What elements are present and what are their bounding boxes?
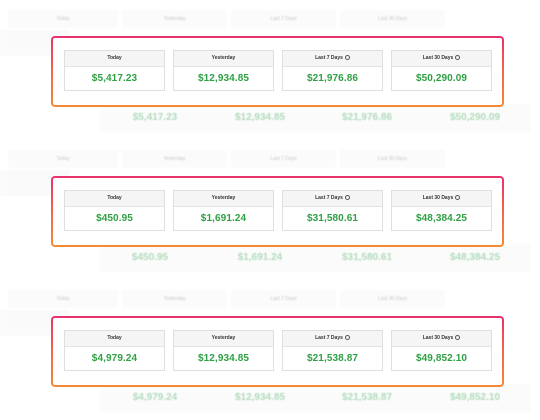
stat-card-label: Today [107,195,122,201]
stat-card-value: $1,691.24 [200,213,247,224]
stats-section-2: Today Yesterday Last 7 Days Last 30 Days… [0,140,540,280]
ghost-header-yesterday: Yesterday [122,290,227,308]
ghost-header-yesterday: Yesterday [122,150,227,168]
ghost-header-last7: Last 7 Days [231,290,336,308]
stat-card-header: Last 7 Days [283,331,382,347]
stat-card-header: Yesterday [174,51,273,67]
info-circle-icon[interactable] [344,334,350,340]
stat-card-label: Last 7 Days [315,335,343,341]
ghost-header-last30: Last 30 Days [340,150,445,168]
stats-highlight-frame: Today $4,979.24 Yesterday $12,934.85 Las… [51,316,504,387]
stat-card-last7: Last 7 Days $21,976.86 [282,50,383,91]
ghost-value-today: $5,417.23 [132,112,178,123]
ghost-header-last7: Last 7 Days [231,150,336,168]
stat-card-value: $21,976.86 [306,73,359,84]
stat-card-label: Last 30 Days [422,195,454,201]
info-circle-icon[interactable] [344,194,350,200]
ghost-value-last30: $49,852.10 [449,392,501,403]
stat-card-label: Yesterday [211,55,236,61]
stat-card-header: Last 30 Days [392,191,491,207]
info-circle-icon[interactable] [344,54,350,60]
stat-card-header: Last 30 Days [392,331,491,347]
ghost-band [100,104,530,132]
stat-card-last7: Last 7 Days $31,580.61 [282,190,383,231]
ghost-value-last7: $21,976.86 [341,112,393,123]
ghost-header-last30: Last 30 Days [340,290,445,308]
stat-card-value: $48,384.25 [415,213,468,224]
info-circle-icon[interactable] [455,334,461,340]
background-ghost-layer: Today Yesterday Last 7 Days Last 30 Days… [0,0,540,140]
stat-card-value: $450.95 [96,213,133,224]
ghost-header-today: Today [8,290,118,308]
ghost-value-last30: $50,290.09 [449,112,501,123]
stat-card-value: $12,934.85 [197,353,250,364]
stat-card-label: Last 30 Days [422,55,454,61]
stat-card-label: Today [107,335,122,341]
stat-card-value: $49,852.10 [415,353,468,364]
stat-card-last30: Last 30 Days $49,852.10 [391,330,492,371]
stats-highlight-frame: Today $5,417.23 Yesterday $12,934.85 Las… [51,36,504,107]
stat-card-header: Last 7 Days [283,191,382,207]
ghost-band [100,384,530,412]
stats-section-3: Today Yesterday Last 7 Days Last 30 Days… [0,280,540,420]
stat-card-header: Today [65,331,164,347]
stats-section-1: Today Yesterday Last 7 Days Last 30 Days… [0,0,540,140]
stat-card-header: Yesterday [174,331,273,347]
stat-card-last7: Last 7 Days $21,538.87 [282,330,383,371]
ghost-value-last30: $48,384.25 [449,252,501,263]
ghost-value-yesterday: $12,934.85 [234,112,286,123]
ghost-value-today: $4,979.24 [132,392,178,403]
ghost-band [100,244,530,272]
stat-card-today: Today $5,417.23 [64,50,165,91]
ghost-header-last7: Last 7 Days [231,10,336,28]
stats-highlight-frame: Today $450.95 Yesterday $1,691.24 Last 7… [51,176,504,247]
stat-card-label: Last 30 Days [422,335,454,341]
ghost-value-last7: $31,580.61 [341,252,393,263]
ghost-value-yesterday: $12,934.85 [234,392,286,403]
stat-card-today: Today $4,979.24 [64,330,165,371]
stat-card-value: $5,417.23 [91,73,138,84]
stat-card-value: $21,538.87 [306,353,359,364]
ghost-value-today: $450.95 [131,252,169,263]
stat-card-value: $4,979.24 [91,353,138,364]
ghost-header-yesterday: Yesterday [122,10,227,28]
ghost-header-last30: Last 30 Days [340,10,445,28]
background-ghost-layer: Today Yesterday Last 7 Days Last 30 Days… [0,140,540,280]
stat-card-yesterday: Yesterday $12,934.85 [173,50,274,91]
stat-card-value: $31,580.61 [306,213,359,224]
ghost-value-last7: $21,538.87 [341,392,393,403]
stat-card-header: Yesterday [174,191,273,207]
info-circle-icon[interactable] [455,54,461,60]
ghost-value-yesterday: $1,691.24 [237,252,283,263]
stat-card-header: Last 7 Days [283,51,382,67]
stat-card-value: $12,934.85 [197,73,250,84]
stat-card-last30: Last 30 Days $48,384.25 [391,190,492,231]
ghost-header-today: Today [8,150,118,168]
stat-card-header: Last 30 Days [392,51,491,67]
stat-card-header: Today [65,51,164,67]
stat-card-header: Today [65,191,164,207]
ghost-header-today: Today [8,10,118,28]
stat-card-label: Last 7 Days [315,195,343,201]
info-circle-icon[interactable] [455,194,461,200]
stat-card-yesterday: Yesterday $1,691.24 [173,190,274,231]
stat-card-last30: Last 30 Days $50,290.09 [391,50,492,91]
stat-card-value: $50,290.09 [415,73,468,84]
stat-card-yesterday: Yesterday $12,934.85 [173,330,274,371]
stat-card-label: Yesterday [211,335,236,341]
stat-card-label: Yesterday [211,195,236,201]
stat-card-today: Today $450.95 [64,190,165,231]
background-ghost-layer: Today Yesterday Last 7 Days Last 30 Days… [0,280,540,420]
stat-card-label: Today [107,55,122,61]
stat-card-label: Last 7 Days [315,55,343,61]
